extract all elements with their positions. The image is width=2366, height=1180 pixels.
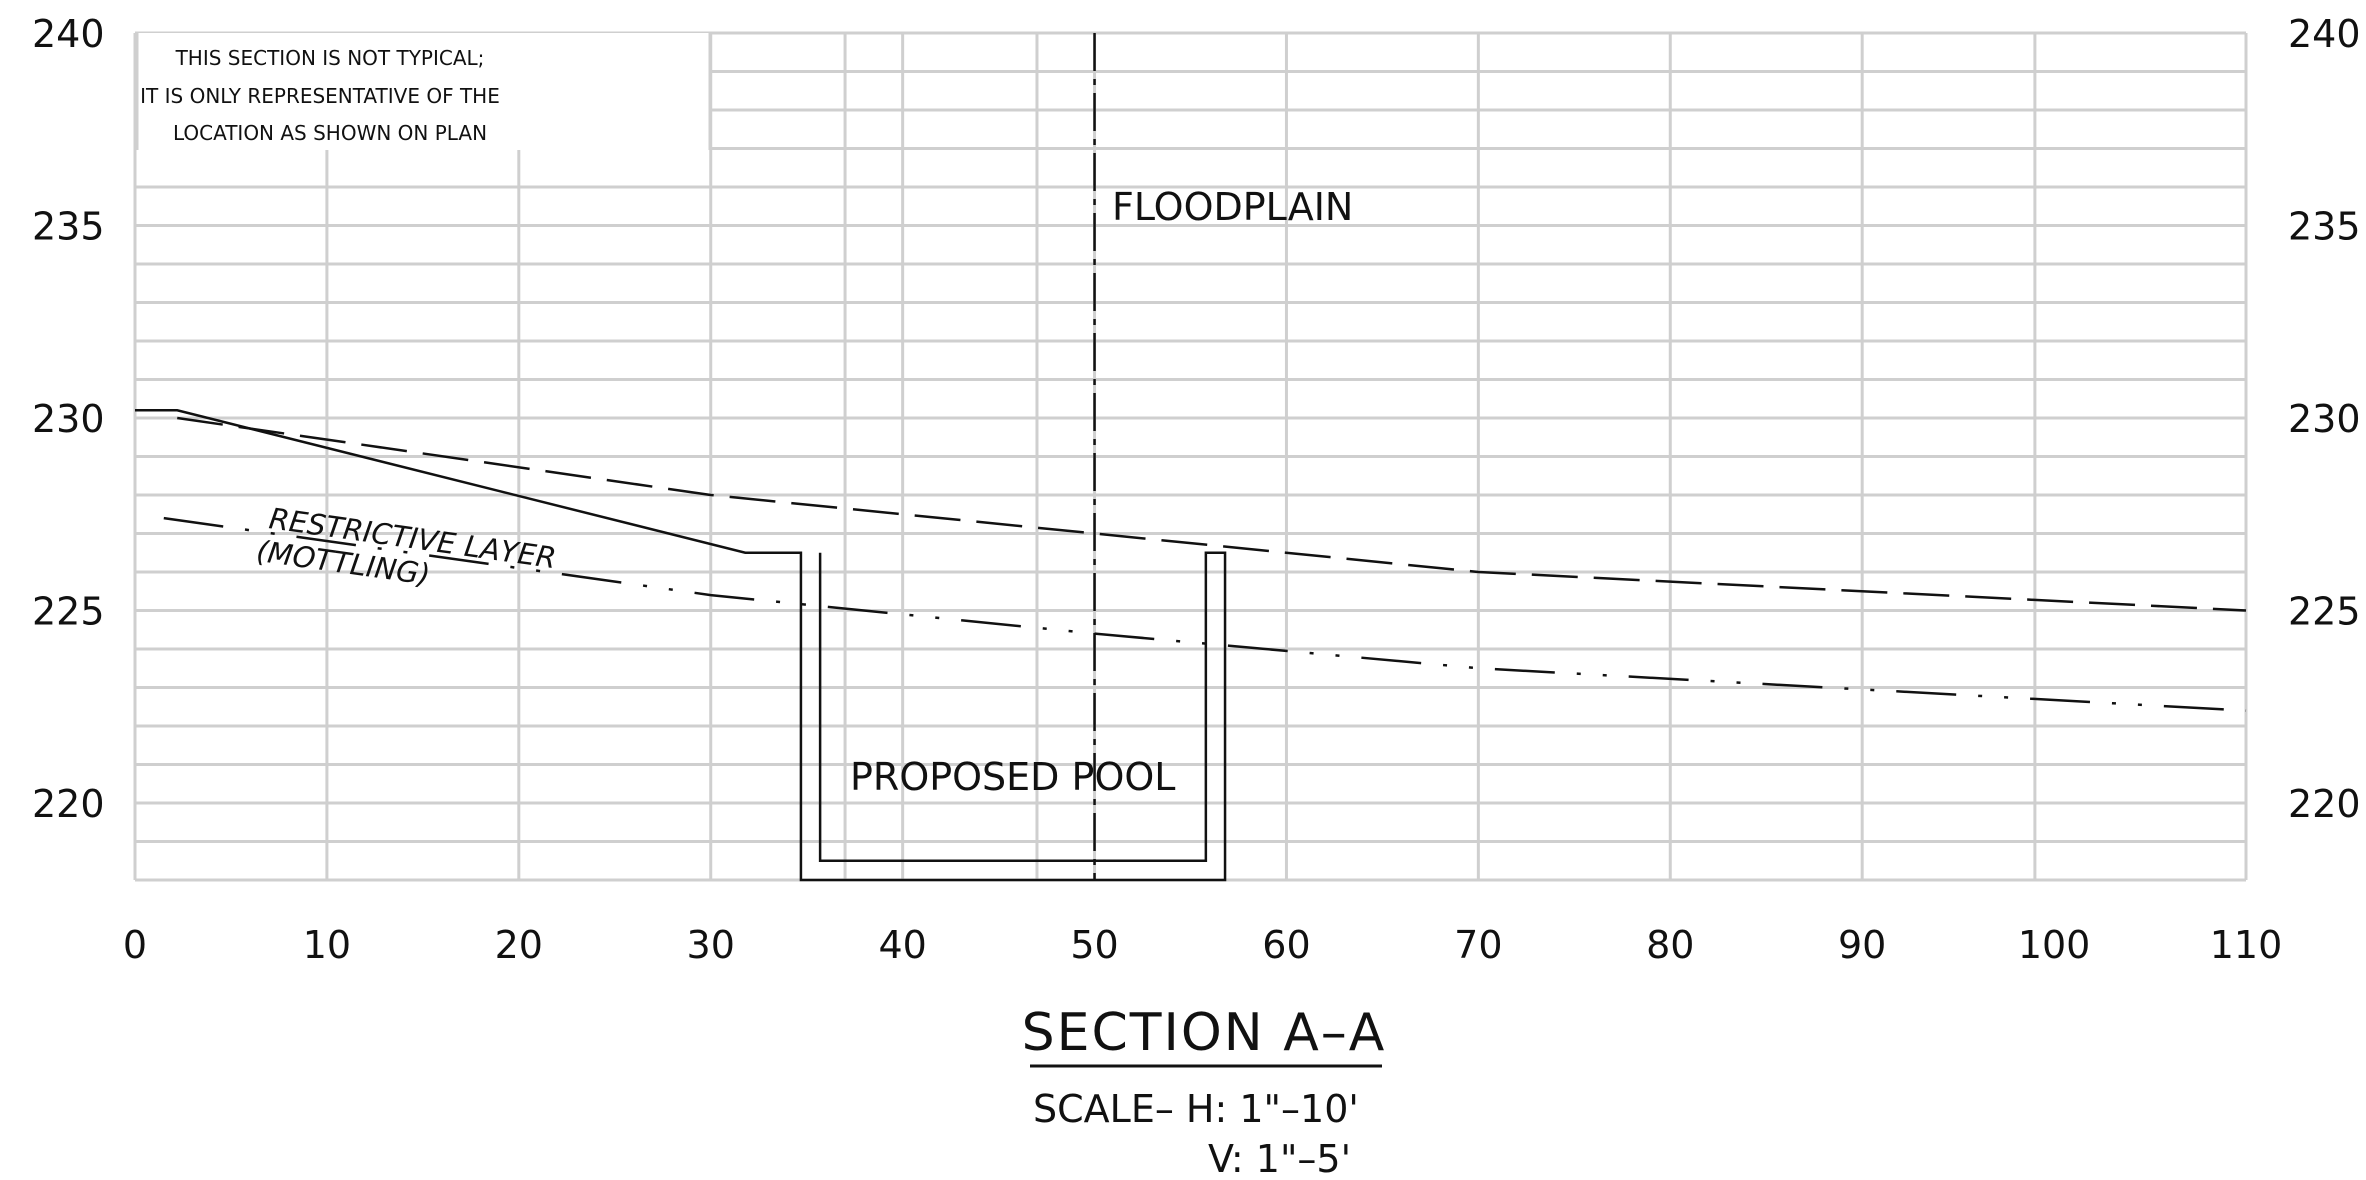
scale-line-1: SCALE– H: 1"–10' — [1033, 1087, 1359, 1131]
note-box-lines — [135, 33, 712, 150]
y-tick-label-left: 220 — [32, 782, 105, 826]
profile-existing-ground — [135, 409, 1227, 882]
y-tick-label-right: 220 — [2288, 782, 2361, 826]
y-tick-label-left: 240 — [32, 12, 105, 56]
x-tick-label: 110 — [2210, 923, 2283, 967]
labels: FLOODPLAIN RESTRICTIVE LAYER (MOTTLING) … — [254, 185, 1353, 799]
note-line-2: IT IS ONLY REPRESENTATIVE OF THE — [140, 84, 500, 108]
note-box-mask — [137, 33, 710, 150]
note-block: THIS SECTION IS NOT TYPICAL; IT IS ONLY … — [140, 46, 500, 145]
x-tick-label: 10 — [303, 923, 351, 967]
profiles — [135, 409, 2247, 882]
y-axis-labels-right: 240 235 230 225 220 — [2288, 12, 2361, 826]
y-axis-labels-left: 240 235 230 225 220 — [32, 12, 105, 826]
x-axis-labels: 0 10 20 30 40 50 60 70 80 90 100 110 — [123, 923, 2282, 967]
x-tick-label: 70 — [1454, 923, 1502, 967]
title-block: SECTION A–A SCALE– H: 1"–10' V: 1"–5' — [1022, 1003, 1387, 1180]
x-tick-label: 20 — [495, 923, 543, 967]
y-tick-label-right: 230 — [2288, 397, 2361, 441]
profile-floodplain-line — [177, 416, 2247, 612]
y-tick-label-right: 240 — [2288, 12, 2361, 56]
floodplain-label: FLOODPLAIN — [1112, 185, 1353, 229]
section-title: SECTION A–A — [1022, 1003, 1387, 1063]
proposed-pool-label: PROPOSED POOL — [850, 755, 1175, 799]
scale-line-2: V: 1"–5' — [1208, 1137, 1351, 1180]
y-tick-label-left: 225 — [32, 590, 105, 634]
y-tick-label-right: 235 — [2288, 205, 2361, 249]
y-tick-label-left: 235 — [32, 205, 105, 249]
note-line-3: LOCATION AS SHOWN ON PLAN — [173, 121, 487, 145]
x-tick-label: 0 — [123, 923, 147, 967]
x-tick-label: 40 — [878, 923, 926, 967]
grid — [133, 31, 2248, 882]
x-tick-label: 50 — [1070, 923, 1118, 967]
y-tick-label-right: 225 — [2288, 590, 2361, 634]
x-tick-label: 60 — [1262, 923, 1310, 967]
x-tick-label: 80 — [1646, 923, 1694, 967]
x-tick-label: 100 — [2018, 923, 2091, 967]
note-line-1: THIS SECTION IS NOT TYPICAL; — [175, 46, 485, 70]
x-tick-label: 30 — [687, 923, 735, 967]
x-tick-label: 90 — [1838, 923, 1886, 967]
y-tick-label-left: 230 — [32, 397, 105, 441]
